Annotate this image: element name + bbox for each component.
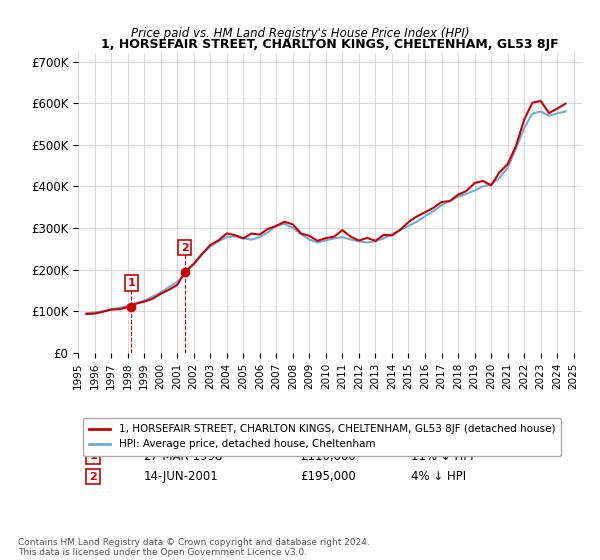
Text: 27-MAR-1998: 27-MAR-1998 <box>143 450 223 463</box>
Text: 4% ↓ HPI: 4% ↓ HPI <box>410 470 466 483</box>
Text: £195,000: £195,000 <box>300 470 356 483</box>
Text: 14-JUN-2001: 14-JUN-2001 <box>143 470 218 483</box>
Text: £110,000: £110,000 <box>300 450 356 463</box>
Text: 2: 2 <box>89 472 97 482</box>
Title: 1, HORSEFAIR STREET, CHARLTON KINGS, CHELTENHAM, GL53 8JF: 1, HORSEFAIR STREET, CHARLTON KINGS, CHE… <box>101 38 559 50</box>
Legend: 1, HORSEFAIR STREET, CHARLTON KINGS, CHELTENHAM, GL53 8JF (detached house), HPI:: 1, HORSEFAIR STREET, CHARLTON KINGS, CHE… <box>83 418 562 456</box>
Text: 1: 1 <box>127 278 135 288</box>
Text: 2: 2 <box>181 242 188 253</box>
Text: 11% ↓ HPI: 11% ↓ HPI <box>410 450 473 463</box>
Text: Price paid vs. HM Land Registry's House Price Index (HPI): Price paid vs. HM Land Registry's House … <box>131 27 469 40</box>
Text: Contains HM Land Registry data © Crown copyright and database right 2024.
This d: Contains HM Land Registry data © Crown c… <box>18 538 370 557</box>
Text: 1: 1 <box>89 451 97 461</box>
